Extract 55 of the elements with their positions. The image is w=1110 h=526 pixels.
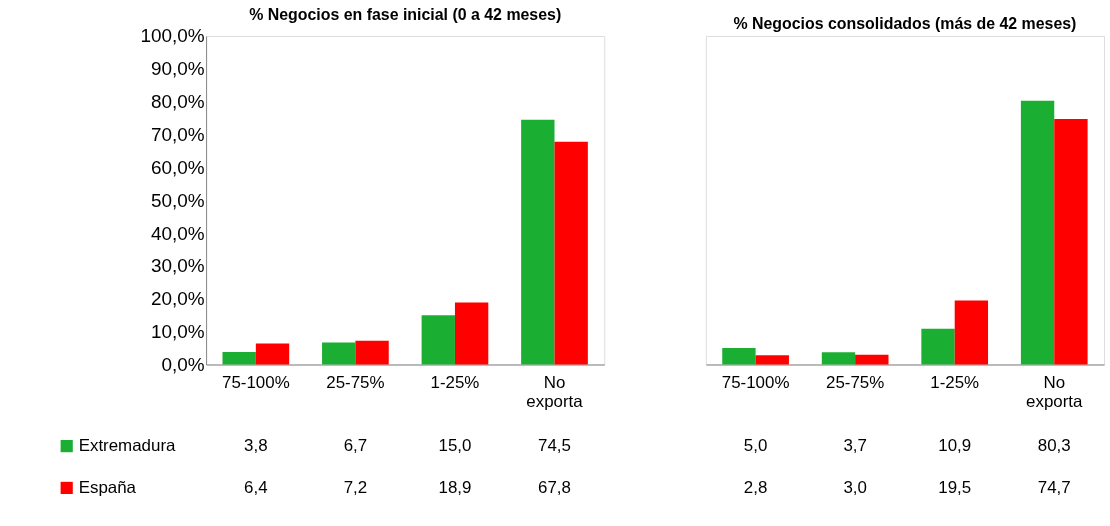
y-tick-label: 100,0% [140,25,205,47]
y-tick-label: 60,0% [150,156,205,178]
y-tick-label: 40,0% [150,222,205,244]
y-tick-label: 50,0% [150,189,205,211]
x-tick-label: 1-25% [430,372,480,392]
data-label: 19,5 [938,477,972,497]
data-label: 10,9 [938,436,972,456]
data-label: 3,7 [843,436,867,456]
data-label: 2,8 [743,477,768,497]
x-tick-label: 75-100% [721,372,790,392]
bar [554,141,588,365]
data-label: 7,2 [343,477,368,497]
bar [921,328,955,365]
bar [222,352,256,365]
data-label: 3,0 [843,477,867,497]
bar [855,354,889,365]
bar [521,119,555,365]
data-label: 6,4 [244,477,268,497]
bar [755,355,789,365]
chart-title: % Negocios en fase inicial (0 a 42 meses) [249,6,562,24]
x-tick-label: 1-25% [930,372,980,392]
data-label: 6,7 [343,436,368,456]
data-label: 3,8 [244,436,268,456]
y-tick-label: 90,0% [150,58,205,80]
legend-label: Extremadura [78,436,177,456]
bar [255,343,290,365]
bar [322,342,356,365]
y-tick-label: 70,0% [150,124,205,145]
x-tick-label: 25-75% [826,372,885,392]
x-tick-label: No exporta [1026,372,1084,411]
x-tick-label: No exporta [526,372,584,411]
bar [1054,119,1088,365]
bar [355,340,389,365]
y-tick-label: 30,0% [150,255,205,277]
y-tick-label: 0,0% [161,353,205,375]
data-label: 15,0 [438,436,472,456]
x-tick-label: 25-75% [326,372,385,392]
y-tick-label: 80,0% [150,91,205,113]
legend-label: España [78,477,137,497]
data-label: 74,5 [538,436,571,456]
data-label: 67,8 [538,477,571,497]
bar [954,300,989,365]
data-label: 80,3 [1037,436,1071,456]
data-label: 74,7 [1037,477,1071,497]
bar [722,348,756,365]
data-label: 18,9 [438,477,472,497]
bar [454,302,489,365]
bar [1020,100,1055,365]
y-tick-label: 10,0% [150,321,205,343]
bar [821,352,856,365]
bar [421,315,455,365]
y-tick-label: 20,0% [150,288,205,310]
x-tick-label: 75-100% [222,372,290,392]
chart-title: % Negocios consolidados (más de 42 meses) [733,15,1077,32]
data-label: 5,0 [743,436,768,456]
